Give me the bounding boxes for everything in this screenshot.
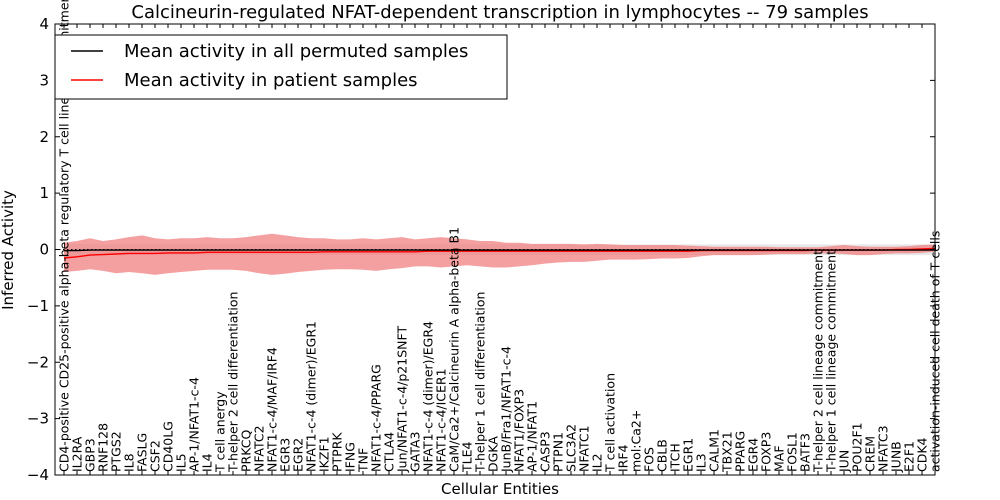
x-tick-label: SLC3A2 <box>564 424 579 472</box>
x-tick-label: IL2RA <box>70 436 85 472</box>
legend-box <box>54 34 508 100</box>
x-tick-label: EGR3 <box>278 438 293 472</box>
y-tick-label: 0 <box>39 241 49 259</box>
x-tick-label: CD4-positive CD25-positive alpha-beta re… <box>57 0 72 472</box>
legend: Mean activity in all permuted samples Me… <box>54 34 508 100</box>
x-tick-label: FOS <box>642 447 657 472</box>
x-tick-label: CSF2 <box>148 440 163 472</box>
x-tick-label: CD40LG <box>161 421 176 472</box>
x-tick-label: CREM <box>863 436 878 472</box>
x-tick-label: PTPN1 <box>551 432 566 472</box>
y-tick-label: −2 <box>27 353 49 371</box>
y-axis-label: Inferred Activity <box>0 190 17 310</box>
x-tick-label: CALM1 <box>707 429 722 472</box>
x-tick-label: PPARG <box>733 431 748 472</box>
y-tick-label: −3 <box>27 410 49 428</box>
x-tick-label: IL8 <box>122 453 137 472</box>
x-tick-label: mol:Ca2+ <box>629 410 644 472</box>
plot-area: −4 −3 −2 −1 0 1 2 3 4 CD4-positive CD25-positive … <box>27 0 943 484</box>
chart-title: Calcineurin-regulated NFAT-dependent tra… <box>131 2 868 23</box>
x-tick-label: T-helper 2 cell lineage commitment <box>811 250 826 473</box>
y-tick-label: −1 <box>27 297 49 315</box>
x-tick-label: T cell anergy <box>213 391 228 473</box>
x-tick-label: JUN <box>837 450 852 473</box>
series-band-patient <box>64 233 935 275</box>
x-tick-label: CBLB <box>655 439 670 472</box>
y-tick-label: 4 <box>39 15 49 33</box>
y-tick-label: 1 <box>39 184 49 202</box>
x-tick-label: AP-1/NFAT1-c-4 <box>187 377 202 472</box>
x-tick-label: FOXP3 <box>759 432 774 472</box>
x-tick-label: BATF3 <box>798 433 813 472</box>
x-tick-label: GBP3 <box>83 438 98 472</box>
x-tick-label: activation-induced cell death of T cells <box>928 231 943 472</box>
x-tick-label: NFAT1-c-4/MAF/IRF4 <box>265 347 280 472</box>
x-tick-label: E2F1 <box>902 441 917 472</box>
x-tick-label: NFAT1-c-4/PPARG <box>369 364 384 472</box>
series-line-permuted <box>64 249 935 252</box>
x-tick-label: CDK4 <box>915 437 930 472</box>
x-tick-label: T cell activation <box>603 373 618 473</box>
x-tick-label: IL4 <box>200 453 215 472</box>
x-tick-label: TNF <box>356 448 371 473</box>
x-tick-label: JUNB <box>889 441 904 473</box>
y-tick-label: 3 <box>39 71 49 89</box>
x-tick-label: CASP3 <box>538 431 553 472</box>
x-tick-label: JunB/Fra1/NFAT1-c-4 <box>499 346 514 473</box>
x-tick-label: NFAT1/FOXP3 <box>512 389 527 472</box>
x-tick-label: EGR2 <box>291 438 306 472</box>
x-tick-label: NFAT1-c-4 (dimer)/EGR4 <box>421 321 436 472</box>
x-tick-label: T-helper 1 cell differentiation <box>473 292 488 473</box>
x-tick-label: IL3 <box>694 453 709 472</box>
legend-label-permuted: Mean activity in all permuted samples <box>124 41 468 62</box>
x-tick-label: IKZF1 <box>317 436 332 472</box>
x-axis-label: Cellular Entities <box>441 480 559 498</box>
x-tick-label: PTPRK <box>330 432 345 472</box>
x-tick-label: POU2F1 <box>850 422 865 472</box>
x-tick-label: IRF4 <box>616 444 631 472</box>
x-tick-label: AP-1/NFAT1 <box>525 401 540 472</box>
x-tick-label: RNF128 <box>96 423 111 472</box>
x-tick-label: EGR1 <box>681 438 696 472</box>
x-tick-label: TLE4 <box>460 442 475 473</box>
x-tick-label: CaM/Ca2+/Calcineurin A alpha-beta B1 <box>447 227 462 472</box>
legend-label-patient: Mean activity in patient samples <box>124 70 418 91</box>
x-tick-label: CTLA4 <box>382 432 397 472</box>
x-tick-label: NFAT1-c-4/ICER1 <box>434 368 449 472</box>
x-tick-label: IFNG <box>343 442 358 472</box>
x-tick-label: Jun/NFAT1-c-4/p21SNFT <box>395 326 410 473</box>
x-tick-label: TBX21 <box>720 431 735 473</box>
x-tick-label: FOSL1 <box>785 432 800 472</box>
x-tick-label: EGR4 <box>746 438 761 472</box>
x-tick-label: GATA3 <box>408 432 423 472</box>
y-tick-label: 2 <box>39 128 49 146</box>
x-tick-label: PTGS2 <box>109 431 124 472</box>
x-tick-label: IL2 <box>590 453 605 472</box>
x-tick-label: ITCH <box>668 443 683 472</box>
y-tick-label: −4 <box>27 466 49 484</box>
x-tick-label: NFAT1-c-4 (dimer)/EGR1 <box>304 321 319 472</box>
x-tick-label: NFATC2 <box>252 425 267 472</box>
x-tick-label: PRKCQ <box>239 430 254 472</box>
x-tick-label: T-helper 2 cell differentiation <box>226 292 241 473</box>
x-tick-label: T-helper 1 cell lineage commitment <box>824 250 839 473</box>
x-tick-label: FASLG <box>135 433 150 472</box>
x-tick-label: IL5 <box>174 453 189 472</box>
x-tick-label: NFATC3 <box>876 425 891 472</box>
x-tick-label: NFATC1 <box>577 425 592 472</box>
x-tick-label: DGKA <box>486 436 501 472</box>
x-tick-label: MAF <box>772 445 787 472</box>
